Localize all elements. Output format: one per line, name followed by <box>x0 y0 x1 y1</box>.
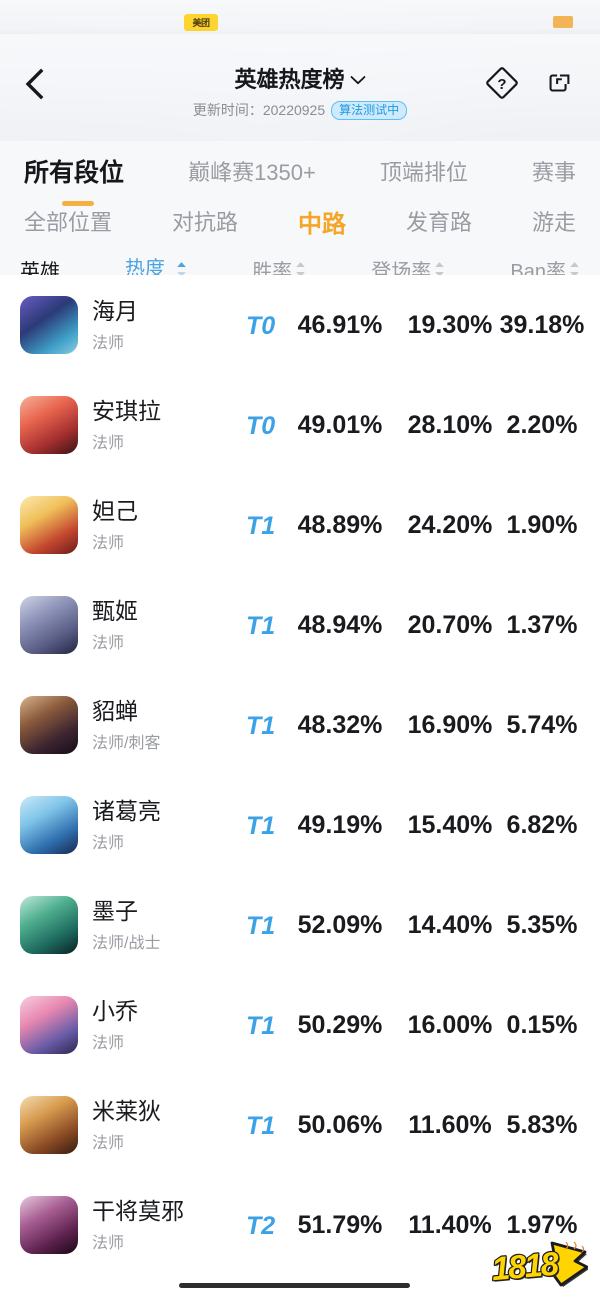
svg-text:1818: 1818 <box>490 1244 561 1287</box>
svg-text:?: ? <box>497 76 506 93</box>
